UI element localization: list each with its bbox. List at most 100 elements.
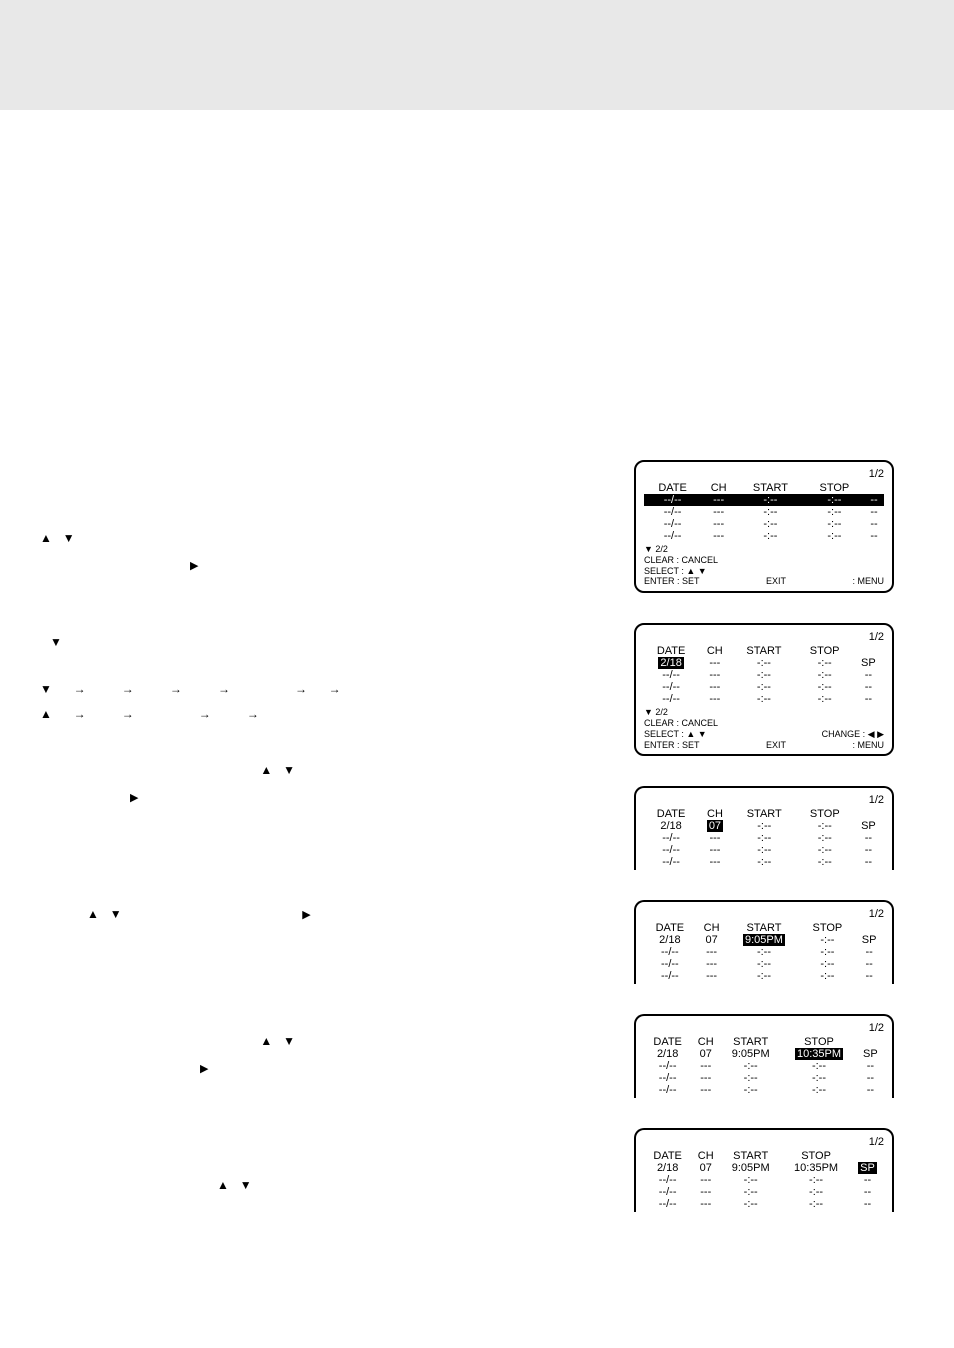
table-cell: SP [854, 934, 884, 946]
table-row: --/------:---:---- [644, 494, 884, 506]
table-cell: SP [853, 820, 884, 832]
table-row: --/------:---:---- [644, 958, 884, 970]
table-cell: -:-- [781, 1060, 857, 1072]
table-cell: -:-- [781, 1186, 851, 1198]
table-cell: --/-- [644, 506, 701, 518]
table-cell: -:-- [732, 820, 797, 832]
table-cell: -:-- [731, 693, 796, 705]
table-row: --/------:---:---- [644, 856, 884, 868]
page-indicator: 1/2 [644, 794, 884, 806]
up-icon [260, 1034, 272, 1048]
table-cell: -:-- [720, 1186, 781, 1198]
table-cell: -:-- [732, 856, 797, 868]
table-row: --/------:---:---- [644, 681, 884, 693]
table-cell: 9:05PM [720, 1048, 781, 1060]
program-table: DATECHSTARTSTOP--/------:---:------/----… [644, 482, 884, 542]
table-row: --/------:---:---- [644, 844, 884, 856]
table-cell: --- [698, 681, 731, 693]
table-cell: -:-- [720, 1060, 781, 1072]
table-cell: 9:05PM [720, 1162, 781, 1174]
table-row: --/------:---:---- [644, 1186, 884, 1198]
column-header: DATE [644, 922, 696, 934]
column-header [857, 1036, 884, 1048]
step-right-3 [200, 1060, 600, 1077]
footer-page: ▼ 2/2 [644, 707, 884, 718]
step-right-2 [130, 789, 600, 806]
table-cell: --/-- [644, 681, 698, 693]
table-cell: --/-- [644, 669, 698, 681]
table-cell: SP [851, 1162, 884, 1174]
table-cell: --/-- [644, 832, 698, 844]
table-cell: --/-- [644, 1084, 691, 1096]
table-row: --/------:---:---- [644, 669, 884, 681]
footer-exit-label: EXIT [766, 576, 786, 587]
column-header: DATE [644, 1150, 691, 1162]
column-header: CH [698, 808, 732, 820]
table-cell: -- [854, 970, 884, 982]
step-page-down [50, 634, 600, 651]
column-header: START [732, 808, 797, 820]
arrow-right-icon [122, 707, 134, 721]
table-cell: --- [701, 530, 736, 542]
column-header: CH [691, 1036, 720, 1048]
table-cell: -:-- [720, 1198, 781, 1210]
column-header [853, 808, 884, 820]
table-cell: 9:05PM [727, 934, 800, 946]
table-cell: -:-- [797, 844, 853, 856]
table-cell: 07 [691, 1162, 720, 1174]
column-header: DATE [644, 808, 698, 820]
table-cell: -:-- [805, 494, 864, 506]
step-updown-block-3 [40, 1177, 600, 1194]
table-row: --/------:---:---- [644, 1084, 884, 1096]
table-cell: --- [701, 494, 736, 506]
table-cell: --/-- [644, 856, 698, 868]
column-header: CH [691, 1150, 720, 1162]
step-updown-block [40, 906, 600, 923]
table-cell: -- [851, 1174, 884, 1186]
table-cell: 2/18 [644, 1162, 691, 1174]
table-row: --/------:---:---- [644, 506, 884, 518]
down-icon [50, 635, 62, 649]
table-cell: --/-- [644, 844, 698, 856]
column-header: START [720, 1036, 781, 1048]
table-row: --/------:---:---- [644, 946, 884, 958]
column-header: STOP [781, 1150, 851, 1162]
table-row: --/------:---:---- [644, 1174, 884, 1186]
up-icon [87, 907, 99, 921]
right-icon [190, 558, 198, 572]
table-cell: --- [691, 1174, 720, 1186]
header-gray-bar [0, 0, 954, 110]
table-cell: -:-- [797, 657, 853, 669]
step-select-row [40, 530, 600, 547]
table-cell: 10:35PM [781, 1162, 851, 1174]
table-cell: -:-- [781, 1084, 857, 1096]
table-cell: -- [851, 1198, 884, 1210]
footer-enter-row: ENTER : SETEXIT: MENU [644, 740, 884, 751]
table-cell: --- [701, 506, 736, 518]
column-header: STOP [797, 808, 853, 820]
table-cell: --/-- [644, 958, 696, 970]
arrow-right-icon [218, 682, 230, 696]
table-row: --/------:---:---- [644, 1060, 884, 1072]
page-indicator: 1/2 [644, 631, 884, 643]
table-cell: -:-- [797, 820, 853, 832]
osd-screens-column: 1/2DATECHSTARTSTOP--/------:---:------/-… [634, 460, 914, 1242]
footer-clear: CLEAR : CANCEL [644, 718, 884, 729]
footer-exit-label: EXIT [766, 740, 786, 751]
osd-screen: 1/2DATECHSTARTSTOP2/18079:05PM-:--SP--/-… [634, 900, 894, 984]
table-cell: --- [696, 958, 728, 970]
table-cell: SP [853, 657, 884, 669]
step-sequence-2 [40, 706, 600, 723]
arrow-right-icon [170, 682, 182, 696]
table-cell: --- [701, 518, 736, 530]
footer-change: CHANGE : ◀ ▶ [822, 729, 884, 740]
page-indicator: 1/2 [644, 468, 884, 480]
table-cell: --/-- [644, 530, 701, 542]
table-cell: -:-- [727, 970, 800, 982]
table-cell: --/-- [644, 1198, 691, 1210]
table-cell: 10:35PM [781, 1048, 857, 1060]
page-indicator: 1/2 [644, 1022, 884, 1034]
column-header [851, 1150, 884, 1162]
table-cell: --/-- [644, 1186, 691, 1198]
footer-enter: ENTER : SET [644, 740, 700, 751]
